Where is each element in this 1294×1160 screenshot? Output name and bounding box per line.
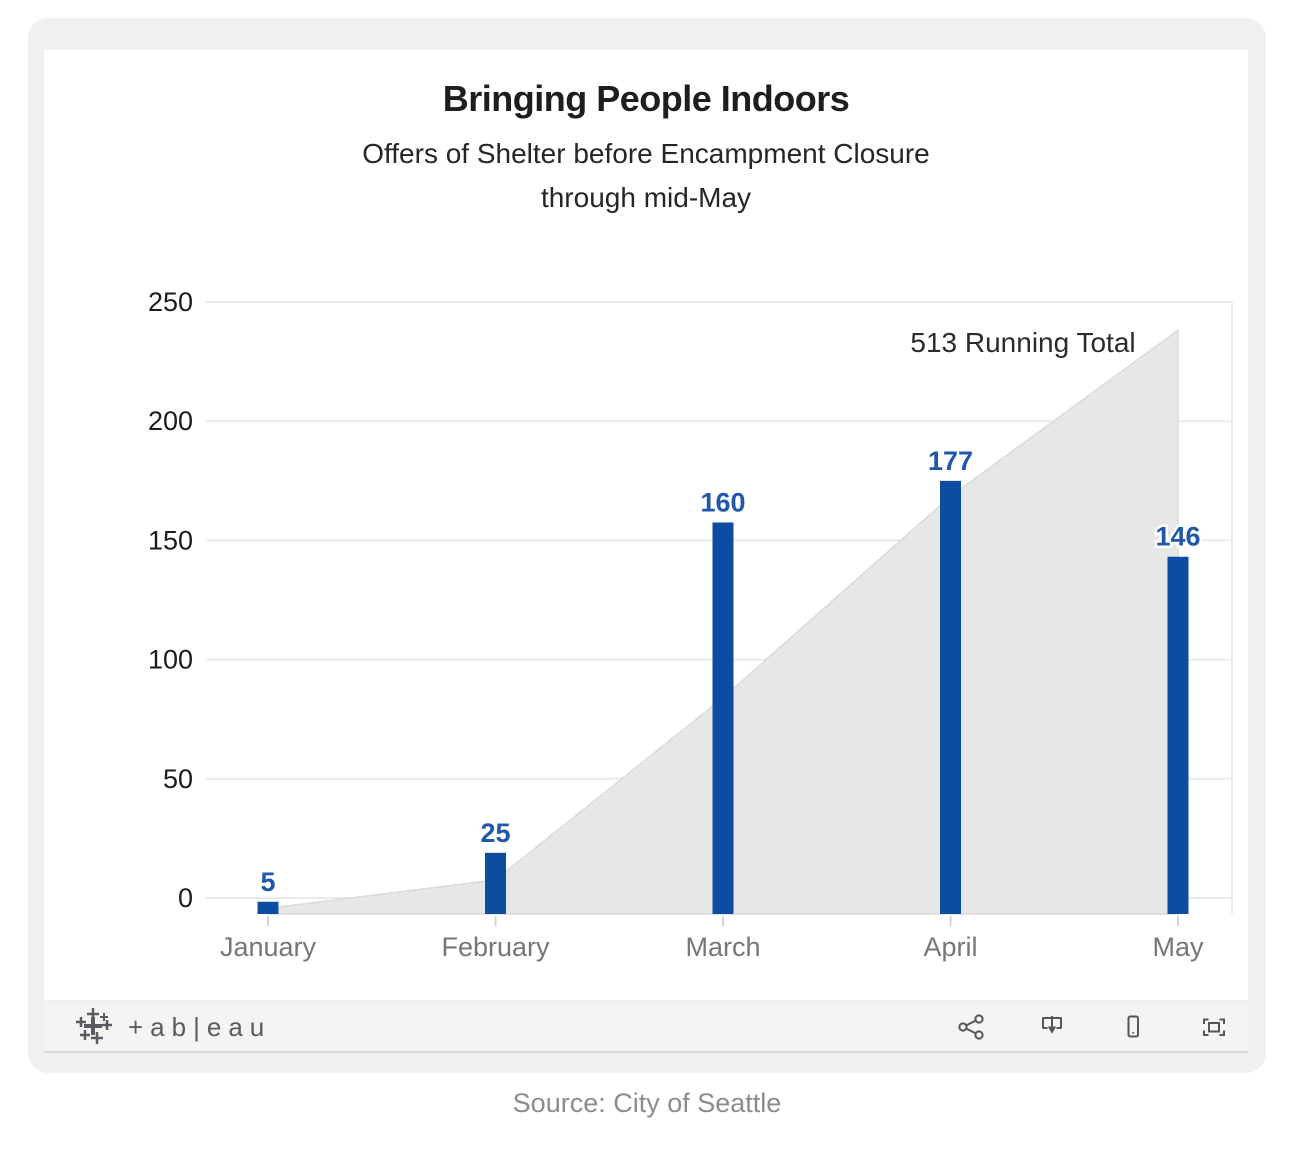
x-label-may: May (1152, 932, 1204, 962)
x-label-february: February (441, 932, 550, 962)
share-icon[interactable] (955, 1011, 987, 1043)
fullscreen-icon[interactable] (1198, 1011, 1230, 1043)
bar-may[interactable] (1167, 556, 1189, 914)
bar-label-march: 160 (700, 487, 745, 517)
bar-february[interactable] (485, 852, 506, 914)
tableau-logo[interactable]: +ab|eau (74, 1007, 271, 1047)
tableau-wordmark: +ab|eau (128, 1011, 272, 1042)
chart-title: Bringing People Indoors (442, 78, 850, 119)
download-icon[interactable] (1036, 1011, 1068, 1043)
chart-subtitle-line2: through mid-May (540, 182, 752, 213)
bar-label-february: 25 (480, 818, 510, 848)
x-label-april: April (923, 932, 977, 962)
bar-january[interactable] (257, 901, 279, 914)
tableau-mark-icon (76, 1008, 112, 1044)
plot-area: 0 50 100 150 200 250 January February March April… (148, 287, 1233, 962)
bar-label-january: 5 (260, 867, 275, 897)
x-label-march: March (685, 932, 760, 962)
bar-label-april: 177 (928, 446, 973, 476)
x-label-january: January (220, 932, 317, 962)
bar-label-may: 146 (1155, 522, 1200, 552)
running-total-annotation: 513 Running Total (910, 327, 1135, 358)
y-tick-0: 0 (178, 883, 193, 913)
bar-april[interactable] (940, 480, 961, 914)
toolbar-actions (955, 1011, 1248, 1043)
tableau-embed-card: Bringing People Indoors Offers of Shelte… (28, 18, 1266, 1073)
tableau-toolbar: +ab|eau (44, 1003, 1248, 1053)
y-tick-150: 150 (148, 525, 193, 555)
source-caption: Source: City of Seattle (512, 1088, 782, 1118)
bar-march[interactable] (712, 522, 734, 914)
y-tick-200: 200 (148, 406, 193, 436)
chart-subtitle-line1: Offers of Shelter before Encampment Clos… (362, 138, 930, 169)
y-tick-250: 250 (148, 287, 193, 317)
chart-panel: Bringing People Indoors Offers of Shelte… (44, 50, 1248, 1000)
device-preview-icon[interactable] (1117, 1011, 1149, 1043)
y-tick-50: 50 (163, 764, 193, 794)
y-tick-100: 100 (148, 645, 193, 675)
